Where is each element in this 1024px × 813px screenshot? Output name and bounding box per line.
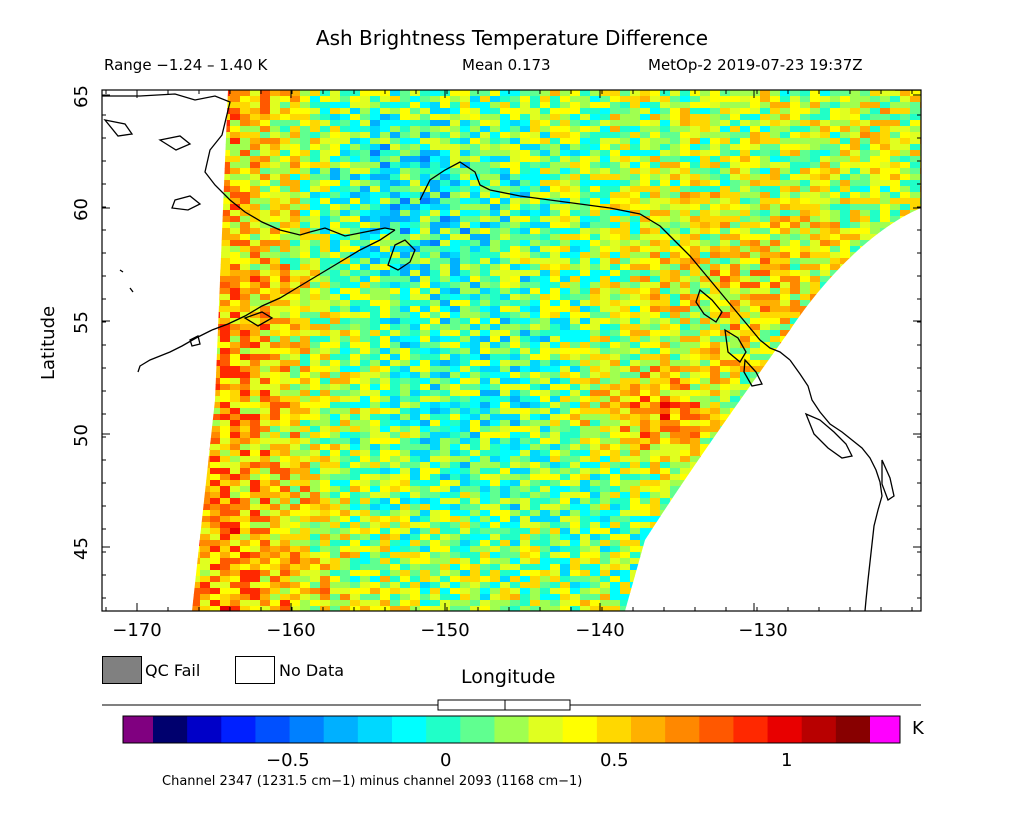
lat-tick-60: 60 bbox=[70, 198, 92, 221]
lat-tick-55: 55 bbox=[70, 311, 92, 334]
qc-fail-swatch bbox=[102, 656, 142, 684]
colorbar-segment bbox=[221, 716, 256, 743]
colorbar-segment bbox=[767, 716, 803, 743]
qc-fail-label: QC Fail bbox=[145, 661, 201, 680]
colorbar-segment bbox=[323, 716, 359, 743]
colorbar-segments bbox=[123, 716, 900, 743]
lon-tick-140: −140 bbox=[575, 620, 625, 641]
lon-tick-170: −170 bbox=[112, 620, 162, 641]
colorbar-segment bbox=[392, 716, 427, 743]
lat-tick-45: 45 bbox=[70, 537, 92, 560]
colorbar-segment bbox=[494, 716, 530, 743]
coastline bbox=[102, 90, 921, 611]
cbar-unit: K bbox=[912, 718, 924, 739]
colorbar-segment bbox=[357, 716, 393, 743]
colorbar-segment bbox=[665, 716, 700, 743]
cbar-tick-05: 0.5 bbox=[600, 750, 629, 771]
no-data-label: No Data bbox=[279, 661, 345, 680]
colorbar-segment bbox=[153, 716, 188, 743]
satellite-time-text: MetOp-2 2019-07-23 19:37Z bbox=[648, 56, 863, 74]
range-indicator bbox=[437, 699, 571, 711]
chart-title: Ash Brightness Temperature Difference bbox=[315, 26, 709, 50]
colorbar-segment bbox=[835, 716, 871, 743]
cbar-tick-neg05: −0.5 bbox=[266, 750, 310, 771]
plot-frame bbox=[101, 89, 922, 612]
lon-tick-160: −160 bbox=[266, 620, 316, 641]
colorbar-segment bbox=[255, 716, 291, 743]
colorbar-segment bbox=[289, 716, 325, 743]
colorbar-segment bbox=[801, 716, 837, 743]
colorbar-segment bbox=[426, 716, 461, 743]
swath-data bbox=[192, 90, 921, 611]
colorbar-segment bbox=[187, 716, 222, 743]
colorbar-under bbox=[123, 716, 153, 743]
colorbar-segment bbox=[631, 716, 666, 743]
colorbar-segment bbox=[528, 716, 564, 743]
lon-tick-130: −130 bbox=[738, 620, 788, 641]
colorbar-over bbox=[870, 716, 900, 743]
range-text: Range −1.24 – 1.40 K bbox=[104, 56, 268, 74]
no-data-swatch bbox=[235, 656, 275, 684]
cbar-tick-1: 1 bbox=[781, 750, 793, 771]
axis-ticks bbox=[102, 90, 921, 611]
channel-footnote: Channel 2347 (1231.5 cm−1) minus channel… bbox=[162, 774, 583, 789]
lat-tick-65: 65 bbox=[70, 85, 92, 108]
colorbar-segment bbox=[460, 716, 495, 743]
cbar-tick-0: 0 bbox=[440, 750, 452, 771]
lon-tick-150: −150 bbox=[420, 620, 470, 641]
lat-tick-50: 50 bbox=[70, 424, 92, 447]
colorbar-segment bbox=[699, 716, 734, 743]
colorbar bbox=[102, 699, 921, 744]
colorbar-segment bbox=[562, 716, 598, 743]
colorbar-segment bbox=[596, 716, 632, 743]
x-axis-label: Longitude bbox=[461, 666, 556, 688]
colorbar-segment bbox=[733, 716, 769, 743]
mean-text: Mean 0.173 bbox=[462, 56, 551, 74]
